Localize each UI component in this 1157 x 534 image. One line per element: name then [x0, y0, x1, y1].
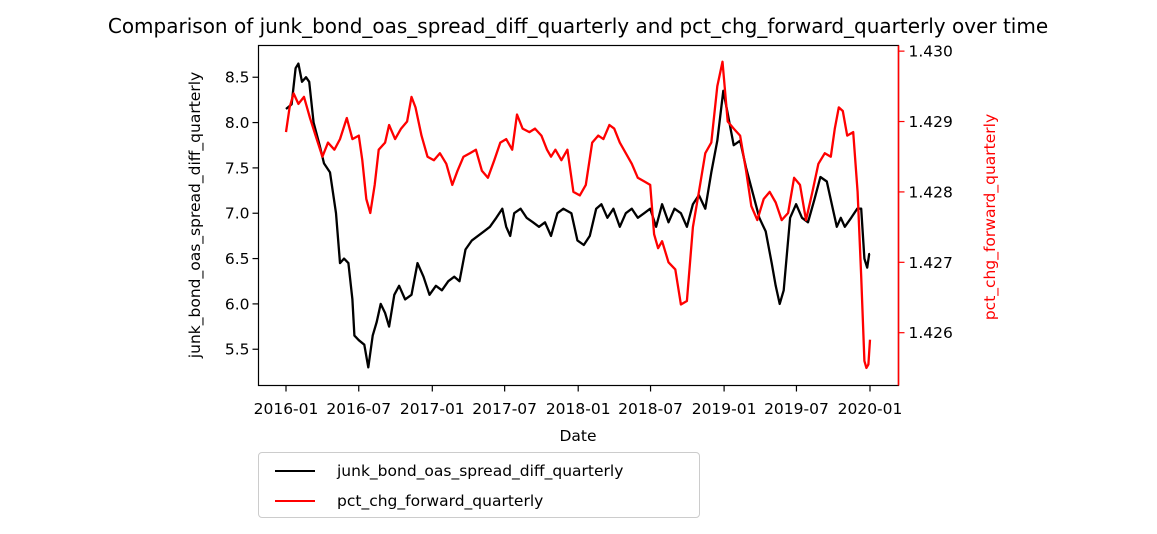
- y-right-tick-label: 1.430: [909, 43, 953, 61]
- series-line-junk-bond-spread: [285, 62, 871, 369]
- y-left-tick-label: 5.5: [225, 341, 250, 359]
- y-axis-right: 1.426 1.427 1.428 1.429 1.430: [898, 43, 953, 342]
- y-axis-left: 5.5 6.0 6.5 7.0 7.5 8.0 8.5: [225, 69, 259, 359]
- x-tick-label: 2018-07: [618, 400, 683, 418]
- x-tick-label: 2017-07: [472, 400, 537, 418]
- x-tick-label: 2016-01: [254, 400, 319, 418]
- series-layer: [284, 60, 872, 370]
- legend-label-right: pct_chg_forward_quarterly: [337, 492, 544, 510]
- legend-swatch-right: [275, 500, 315, 502]
- y-left-tick-label: 8.0: [225, 114, 250, 132]
- legend: junk_bond_oas_spread_diff_quarterly pct_…: [258, 452, 700, 518]
- y-left-tick-label: 7.5: [225, 159, 250, 177]
- x-axis-label: Date: [559, 427, 596, 445]
- y-left-tick-label: 7.0: [225, 205, 250, 223]
- legend-swatch-left: [275, 470, 315, 472]
- legend-item-left: junk_bond_oas_spread_diff_quarterly: [267, 458, 623, 484]
- x-tick-label: 2019-01: [692, 400, 757, 418]
- y-left-tick-label: 6.5: [225, 250, 250, 268]
- x-tick-label: 2017-01: [400, 400, 465, 418]
- y-axis-right-label: pct_chg_forward_quarterly: [981, 114, 1000, 320]
- series-line-pct-chg-forward: [284, 60, 872, 370]
- legend-item-right: pct_chg_forward_quarterly: [267, 488, 543, 514]
- y-right-tick-label: 1.429: [909, 113, 953, 131]
- legend-label-left: junk_bond_oas_spread_diff_quarterly: [337, 462, 624, 480]
- x-tick-label: 2019-07: [764, 400, 829, 418]
- x-tick-label: 2020-01: [838, 400, 903, 418]
- x-axis: 2016-01 2016-07 2017-01 2017-07 2018-01 2018-…: [254, 385, 903, 418]
- y-left-tick-label: 8.5: [225, 69, 250, 87]
- y-right-tick-label: 1.427: [909, 254, 953, 272]
- chart-title: Comparison of junk_bond_oas_spread_diff_…: [108, 14, 1048, 38]
- x-tick-label: 2016-07: [326, 400, 391, 418]
- y-right-tick-label: 1.426: [909, 324, 953, 342]
- y-right-tick-label: 1.428: [909, 183, 953, 201]
- x-tick-label: 2018-01: [546, 400, 611, 418]
- y-left-tick-label: 6.0: [225, 295, 250, 313]
- y-axis-left-label: junk_bond_oas_spread_diff_quarterly: [186, 72, 205, 359]
